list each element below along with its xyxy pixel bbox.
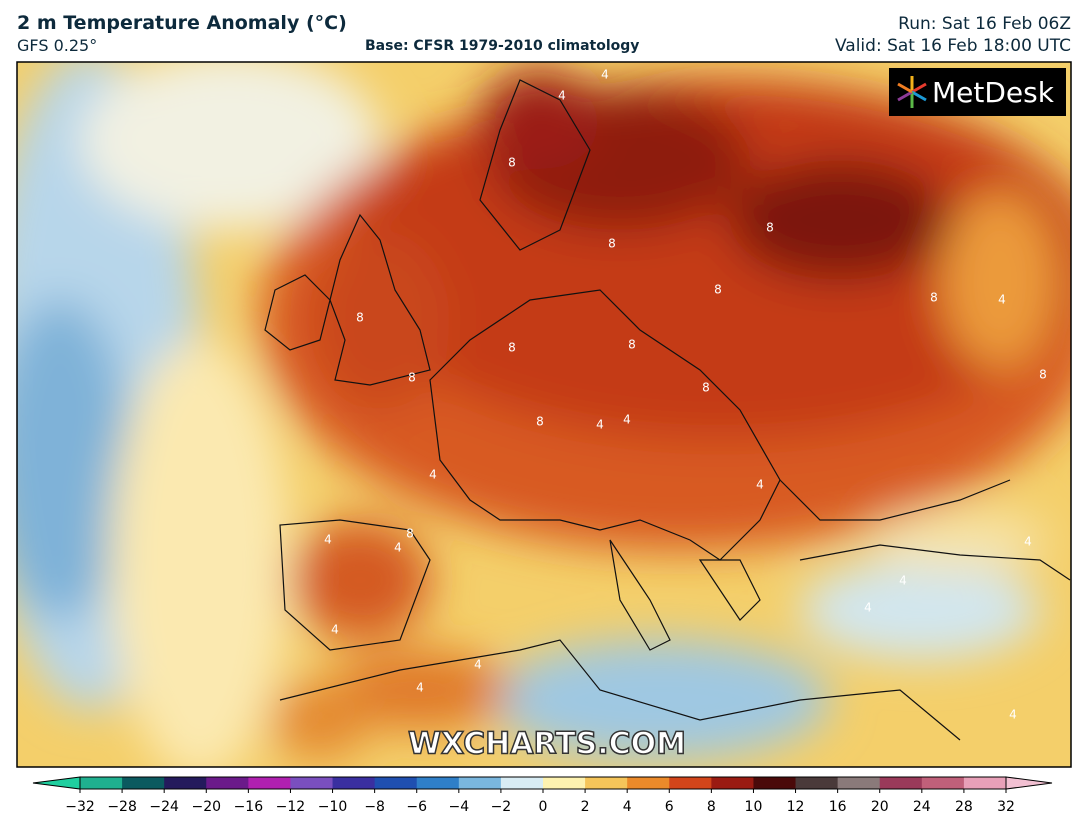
- contour-label: 4: [1024, 535, 1032, 549]
- colorbar-tick-label: −10: [318, 799, 348, 815]
- contour-label: 8: [628, 338, 636, 352]
- contour-label: 4: [474, 658, 482, 672]
- colorbar-tick-label: 6: [665, 799, 674, 815]
- contour-label: 8: [356, 311, 364, 325]
- colorbar-segment: [585, 777, 628, 789]
- colorbar-segment: [669, 777, 712, 789]
- colorbar-under: [32, 776, 81, 790]
- map-title: 2 m Temperature Anomaly (°C): [17, 12, 347, 34]
- coastlines: [264, 79, 1071, 741]
- colorbar-segment: [543, 777, 586, 789]
- colorbar-tick-label: 0: [539, 799, 548, 815]
- logo-text: MetDesk: [932, 76, 1055, 109]
- colorbar-tick-label: −24: [149, 799, 179, 815]
- colorbar-tick-label: 24: [913, 799, 931, 815]
- colorbar-segment: [164, 777, 207, 789]
- colorbar-tick-label: −4: [448, 799, 469, 815]
- contour-label: 4: [899, 574, 907, 588]
- colorbar-segment: [248, 777, 291, 789]
- valid-label: Valid: Sat 16 Feb 18:00 UTC: [834, 36, 1071, 56]
- contour-label: 8: [608, 237, 616, 251]
- colorbar-tick-label: −32: [65, 799, 95, 815]
- colorbar-tick-label: 20: [871, 799, 889, 815]
- colorbar-tick-label: −8: [364, 799, 385, 815]
- colorbar-tick-label: −2: [491, 799, 512, 815]
- colorbar-segment: [711, 777, 754, 789]
- contour-label: 8: [536, 415, 544, 429]
- contour-label: 4: [601, 68, 609, 82]
- colorbar-segment: [795, 777, 839, 789]
- watermark: WXCHARTS.COM: [408, 727, 686, 762]
- colorbar-segment: [80, 777, 123, 789]
- colorbar-segment: [753, 777, 797, 789]
- colorbar-segment: [500, 777, 544, 789]
- colorbar-tick-label: 8: [707, 799, 716, 815]
- colorbar-tick-label: 32: [997, 799, 1015, 815]
- colorbar-segment: [458, 777, 502, 789]
- base-label: Base: CFSR 1979-2010 climatology: [365, 38, 640, 54]
- model-label: GFS 0.25°: [17, 36, 98, 55]
- colorbar-tick-label: 2: [581, 799, 590, 815]
- contour-label: 8: [930, 291, 938, 305]
- colorbar-tick-label: 12: [787, 799, 805, 815]
- contour-label: 4: [998, 293, 1006, 307]
- contour-label: 4: [596, 418, 604, 432]
- colorbar-segment: [206, 777, 249, 789]
- colorbar-tick-label: −16: [234, 799, 264, 815]
- colorbar-segment: [879, 777, 923, 789]
- colorbar-tick-label: −28: [107, 799, 137, 815]
- contour-label: 4: [864, 601, 872, 615]
- contour-label: 4: [623, 413, 631, 427]
- colorbar-segment: [416, 777, 460, 789]
- contour-label: 4: [756, 478, 764, 492]
- colorbar-tick-label: 28: [955, 799, 973, 815]
- colorbar-segment: [627, 777, 670, 789]
- colorbar-segment: [374, 777, 418, 789]
- contour-label: 4: [416, 681, 424, 695]
- colorbar-segment: [837, 777, 881, 789]
- colorbar-segment: [332, 777, 376, 789]
- contour-label: 4: [394, 541, 402, 555]
- colorbar-tick-label: 4: [623, 799, 632, 815]
- colorbar-tick-label: −20: [191, 799, 221, 815]
- contour-label: 8: [508, 341, 516, 355]
- contour-label: 4: [558, 89, 566, 103]
- contour-label: 4: [331, 623, 339, 637]
- colorbar-segment: [963, 777, 1007, 789]
- colorbar-segment: [921, 777, 965, 789]
- contour-label: 8: [1039, 368, 1047, 382]
- contour-label: 8: [702, 381, 710, 395]
- colorbar-tick-label: −6: [406, 799, 427, 815]
- contour-label: 4: [1009, 708, 1017, 722]
- colorbar-over: [1005, 776, 1053, 790]
- contour-label: 8: [766, 221, 774, 235]
- colorbar-tick-label: −12: [276, 799, 306, 815]
- anomaly-field: [17, 62, 1071, 767]
- run-label: Run: Sat 16 Feb 06Z: [898, 14, 1071, 34]
- colorbar-tick-label: 10: [745, 799, 763, 815]
- contour-label: 4: [324, 533, 332, 547]
- colorbar-tick-label: 16: [829, 799, 847, 815]
- contour-label: 8: [406, 527, 414, 541]
- contour-label: 8: [508, 156, 516, 170]
- colorbar-segment: [290, 777, 334, 789]
- colorbar-segment: [122, 777, 165, 789]
- contour-label: 4: [429, 468, 437, 482]
- logo-box: [889, 68, 1066, 116]
- logo-icon: [897, 76, 927, 108]
- contour-label: 8: [714, 283, 722, 297]
- contour-label: 8: [408, 371, 416, 385]
